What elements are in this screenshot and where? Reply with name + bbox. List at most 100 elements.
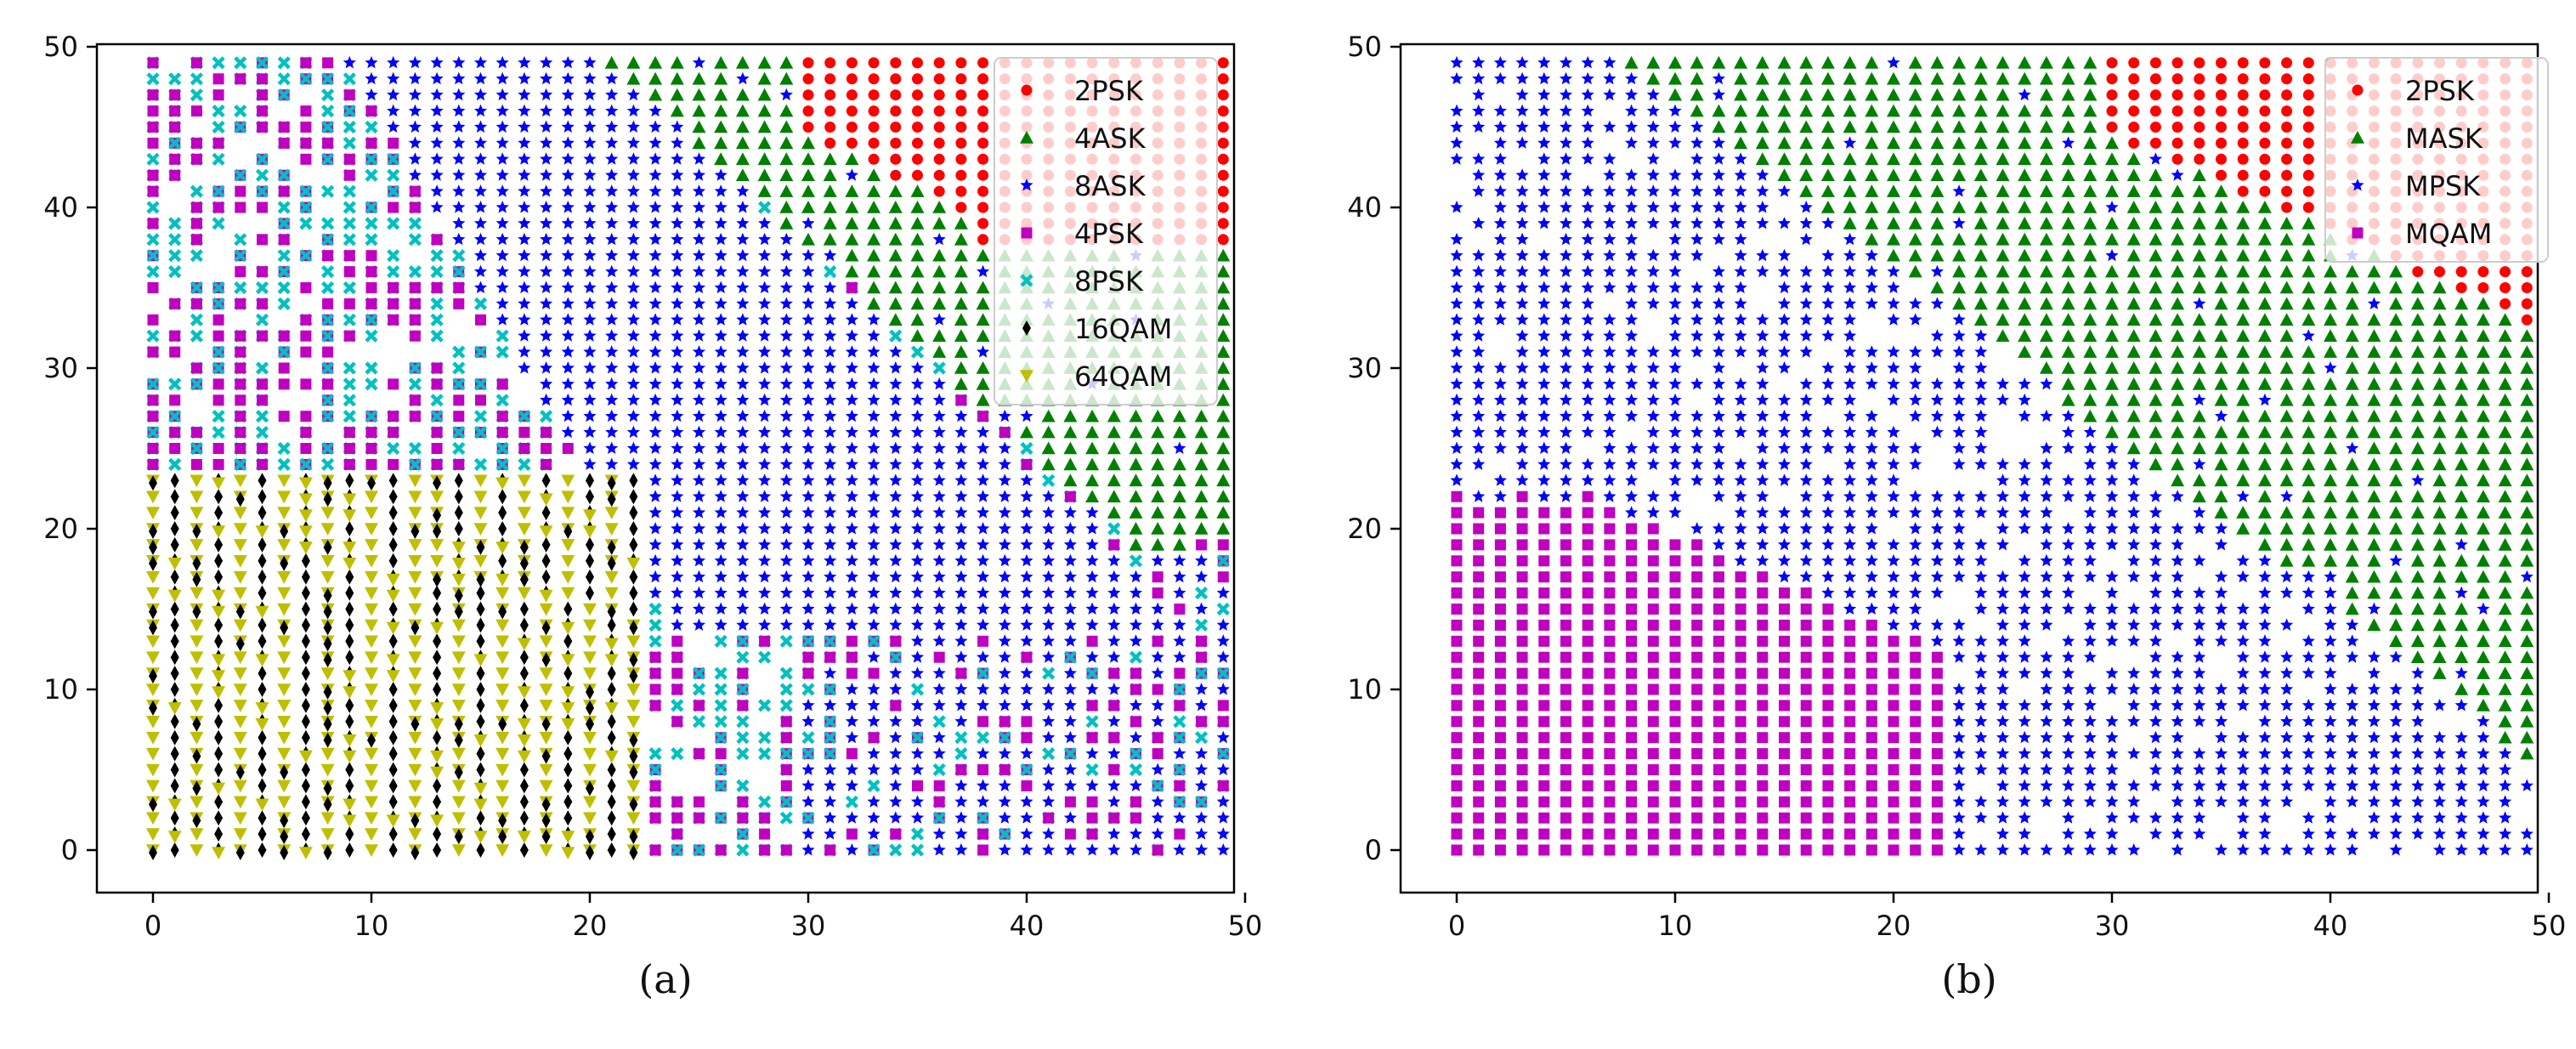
point-64qam <box>408 700 422 712</box>
point-mask <box>2214 248 2228 262</box>
point-8ask <box>714 490 728 502</box>
point-mqam <box>1713 732 1724 744</box>
point-16qam <box>258 473 267 489</box>
point-mpsk <box>1472 393 1486 406</box>
point-8psk <box>190 88 203 102</box>
point-mqam <box>1516 523 1528 535</box>
point-mqam <box>1451 619 1463 631</box>
point-64qam <box>255 605 269 619</box>
point-mpsk <box>1493 248 1507 262</box>
point-8ask <box>1042 698 1056 712</box>
point-16qam <box>170 762 179 778</box>
point-8ask <box>495 104 509 117</box>
point-16qam <box>301 697 310 713</box>
point-16qam <box>433 649 442 666</box>
point-8ask <box>845 714 858 728</box>
point-mpsk <box>1734 297 1747 309</box>
point-64qam <box>473 555 488 568</box>
point-16qam <box>476 617 485 633</box>
point-mqam <box>1713 667 1724 679</box>
point-mask <box>2324 377 2337 390</box>
y-tick-label: 10 <box>43 673 78 706</box>
point-8ask <box>736 313 750 326</box>
point-mask <box>2171 216 2185 230</box>
point-8ask <box>758 473 772 486</box>
point-16qam <box>519 649 529 666</box>
point-8psk <box>168 377 182 391</box>
point-mqam <box>1691 780 1703 791</box>
point-mpsk <box>1952 506 1966 519</box>
point-mpsk <box>1756 264 1769 278</box>
point-8ask <box>714 281 728 293</box>
point-8ask <box>626 377 640 390</box>
point-mpsk <box>1799 537 1813 551</box>
point-mpsk <box>1472 55 1486 69</box>
point-8ask <box>692 457 706 470</box>
point-mpsk <box>1515 136 1529 149</box>
point-mqam <box>1516 716 1528 728</box>
point-16qam <box>214 697 224 713</box>
point-mask <box>2324 264 2337 278</box>
point-mask <box>2192 281 2206 294</box>
point-mpsk <box>2236 746 2250 760</box>
point-mask <box>2149 361 2163 374</box>
point-mpsk <box>2280 843 2294 856</box>
point-4psk <box>169 394 181 406</box>
point-4psk <box>1130 667 1141 679</box>
point-mpsk <box>2258 811 2272 824</box>
x-tick-label: 30 <box>791 910 826 942</box>
point-8ask <box>845 297 858 309</box>
point-mpsk <box>2236 683 2250 695</box>
point-8ask <box>932 377 946 390</box>
point-8psk <box>758 201 772 214</box>
point-64qam <box>539 683 553 696</box>
point-4psk <box>300 153 312 165</box>
point-mpsk <box>2105 537 2119 551</box>
point-mqam <box>1757 748 1769 760</box>
point-mask <box>2061 168 2075 181</box>
point-4psk <box>409 314 421 326</box>
point-16qam <box>301 810 310 826</box>
point-16qam <box>214 746 224 762</box>
point-2psk <box>977 234 989 246</box>
point-mask <box>1843 55 1857 69</box>
point-mask <box>1865 184 1879 197</box>
point-mpsk <box>2301 714 2315 728</box>
point-mask <box>1908 201 1922 213</box>
point-16qam <box>629 569 638 585</box>
point-16qam <box>170 617 179 633</box>
point-64qam <box>233 683 247 696</box>
point-mpsk <box>1559 297 1573 309</box>
point-mpsk <box>1865 570 1878 583</box>
point-mqam <box>1516 796 1528 808</box>
point-16qam <box>629 829 638 845</box>
point-8psk <box>452 265 466 279</box>
point-16qam <box>258 810 267 826</box>
point-2psk <box>933 89 945 101</box>
point-16qam <box>454 505 463 521</box>
point-mqam <box>1713 619 1724 631</box>
point-64qam <box>277 587 292 600</box>
point-8ask <box>779 490 793 502</box>
point-8psk <box>779 699 793 712</box>
point-16qam <box>192 813 201 829</box>
point-64qam <box>190 619 204 632</box>
point-mqam <box>1473 780 1485 791</box>
point-mask <box>1996 232 2010 246</box>
point-64qam <box>365 716 378 729</box>
point-mpsk <box>1515 55 1529 69</box>
point-mpsk <box>1493 104 1507 117</box>
point-8ask <box>736 377 750 390</box>
point-4psk <box>759 812 771 824</box>
point-mpsk <box>1668 506 1682 519</box>
point-8ask <box>954 602 968 615</box>
point-8ask <box>1173 441 1186 454</box>
point-4ask <box>1041 425 1056 439</box>
point-mqam <box>1865 619 1877 631</box>
point-mpsk <box>2105 457 2119 470</box>
point-8ask <box>889 425 903 439</box>
point-64qam <box>451 796 466 809</box>
point-8ask <box>736 232 750 246</box>
point-mpsk <box>2127 553 2141 567</box>
point-mask <box>1908 88 1922 101</box>
